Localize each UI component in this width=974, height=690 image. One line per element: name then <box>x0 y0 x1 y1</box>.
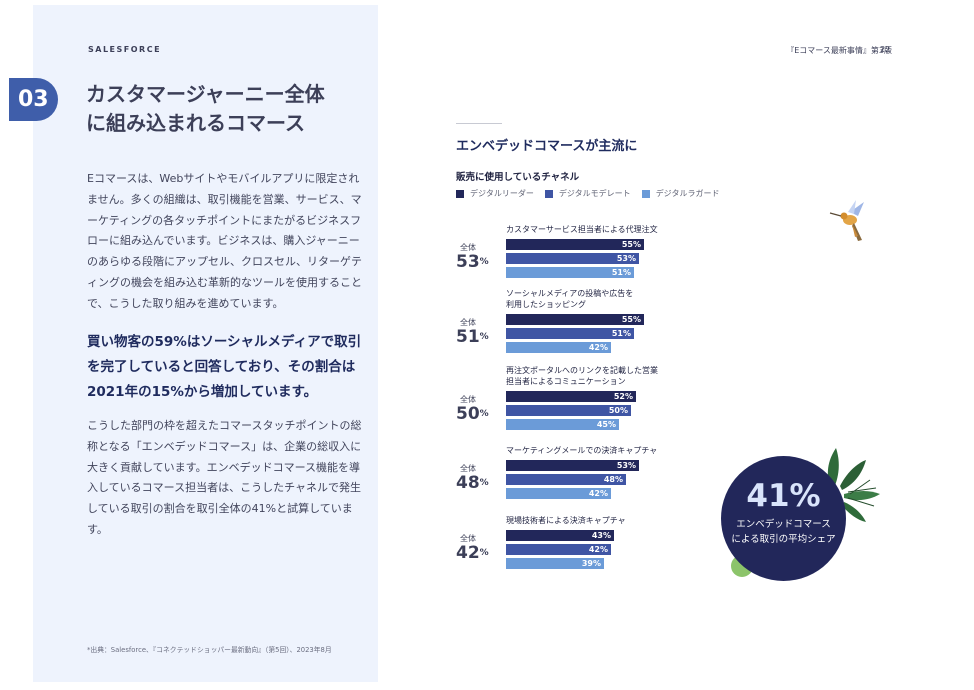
chapter-title: カスタマージャーニー全体 に組み込まれるコマース <box>86 80 366 138</box>
page-number: 22 <box>880 45 891 54</box>
brand-logo-text: SALESFORCE <box>88 45 162 54</box>
legend-item-laggard: デジタルラガード <box>641 188 720 199</box>
overall-unit: % <box>479 332 489 342</box>
chart-legend: デジタルリーダー デジタルモデレート デジタルラガード <box>456 188 720 199</box>
bar-laggard: 42% <box>506 488 611 499</box>
category-label-line: ソーシャルメディアの投稿や広告を <box>506 289 634 298</box>
section-title: エンベデッドコマースが主流に <box>456 139 638 154</box>
overall-figure: 全体 50% <box>456 395 489 423</box>
overall-unit: % <box>479 257 489 267</box>
average-share-label-line2: による取引の平均シェア <box>731 534 836 545</box>
bar-leader: 52% <box>506 391 636 402</box>
overall-value-row: 53% <box>456 253 489 271</box>
legend-label-leader: デジタルリーダー <box>470 189 534 198</box>
chapter-number-badge: 03 <box>9 78 58 121</box>
bar-leader: 55% <box>506 314 644 325</box>
category-label-line: 再注文ポータルへのリンクを記載した営業 <box>506 366 658 375</box>
bar-moderate: 53% <box>506 253 639 264</box>
intro-paragraph: Eコマースは、Webサイトやモバイルアプリに限定されません。多くの組織は、取引機… <box>87 172 362 310</box>
overall-label: 全体 <box>460 464 476 473</box>
overall-unit: % <box>479 548 489 558</box>
category-label-line: 利用したショッピング <box>506 300 586 309</box>
category-label: マーケティングメールでの決済キャプチャ <box>506 445 676 456</box>
overall-unit: % <box>479 478 489 488</box>
bar-leader: 43% <box>506 530 614 541</box>
bar-moderate: 48% <box>506 474 626 485</box>
legend-item-leader: デジタルリーダー <box>456 188 534 199</box>
bar-moderate: 51% <box>506 328 634 339</box>
bar-laggard: 51% <box>506 267 634 278</box>
overall-value-row: 48% <box>456 474 489 492</box>
body-paragraph: こうした部門の枠を超えたコマースタッチポイントの総称となる「エンベデッドコマース… <box>87 419 362 536</box>
hummingbird-icon <box>829 200 864 241</box>
overall-value: 42 <box>456 543 480 563</box>
average-share-value: 41% <box>746 478 821 514</box>
category-label-line: カスタマーサービス担当者による代理注文 <box>506 225 658 234</box>
average-share-label: エンベデッドコマース による取引の平均シェア <box>721 517 846 547</box>
source-footnote: *出典：Salesforce、『コネクテッドショッパー最新動向』（第5回）、20… <box>87 646 332 654</box>
overall-value: 53 <box>456 252 480 272</box>
category-label: ソーシャルメディアの投稿や広告を 利用したショッピング <box>506 288 676 310</box>
legend-item-moderate: デジタルモデレート <box>544 188 631 199</box>
overall-value: 50 <box>456 404 480 424</box>
overall-value-row: 50% <box>456 405 489 423</box>
overall-figure: 全体 53% <box>456 243 489 271</box>
legend-swatch-leader <box>456 189 464 198</box>
category-label-line: 担当者によるコミュニケーション <box>506 377 626 386</box>
overall-unit: % <box>479 409 489 419</box>
bar-leader: 53% <box>506 460 639 471</box>
category-label-line: マーケティングメールでの決済キャプチャ <box>506 446 658 455</box>
bar-leader: 55% <box>506 239 644 250</box>
legend-label-moderate: デジタルモデレート <box>558 189 631 198</box>
bar-laggard: 42% <box>506 342 611 353</box>
bar-laggard: 39% <box>506 558 604 569</box>
overall-value-row: 51% <box>456 328 489 346</box>
bar-moderate: 42% <box>506 544 611 555</box>
legend-swatch-laggard <box>641 189 650 198</box>
overall-figure: 全体 51% <box>456 318 489 346</box>
overall-figure: 全体 48% <box>456 464 489 492</box>
overall-value: 51 <box>456 327 480 347</box>
legend-swatch-moderate <box>544 189 553 198</box>
overall-figure: 全体 42% <box>456 534 489 562</box>
category-label: カスタマーサービス担当者による代理注文 <box>506 224 676 235</box>
overall-label: 全体 <box>460 318 476 327</box>
average-share-label-line1: エンベデッドコマース <box>736 519 831 530</box>
section-rule <box>456 123 502 124</box>
document-title: 『Eコマース最新事情』第3版 <box>786 46 892 55</box>
category-label: 再注文ポータルへのリンクを記載した営業 担当者によるコミュニケーション <box>506 365 676 387</box>
legend-label-laggard: デジタルラガード <box>655 189 720 198</box>
overall-label: 全体 <box>460 534 476 543</box>
chapter-title-line2: に組み込まれるコマース <box>86 111 305 135</box>
category-label-line: 現場技術者による決済キャプチャ <box>506 516 626 525</box>
left-panel <box>33 5 378 682</box>
overall-value: 48 <box>456 473 480 493</box>
average-share-callout: 41% エンベデッドコマース による取引の平均シェア <box>721 456 846 581</box>
overall-label: 全体 <box>460 395 476 404</box>
overall-label: 全体 <box>460 243 476 252</box>
overall-value-row: 42% <box>456 544 489 562</box>
bar-moderate: 50% <box>506 405 631 416</box>
chapter-title-line1: カスタマージャーニー全体 <box>86 82 325 106</box>
highlight-statement: 買い物客の59%はソーシャルメディアで取引を完了していると回答しており、その割合… <box>87 334 362 400</box>
category-label: 現場技術者による決済キャプチャ <box>506 515 676 526</box>
chart-title: 販売に使用しているチャネル <box>456 172 580 183</box>
bar-laggard: 45% <box>506 419 619 430</box>
